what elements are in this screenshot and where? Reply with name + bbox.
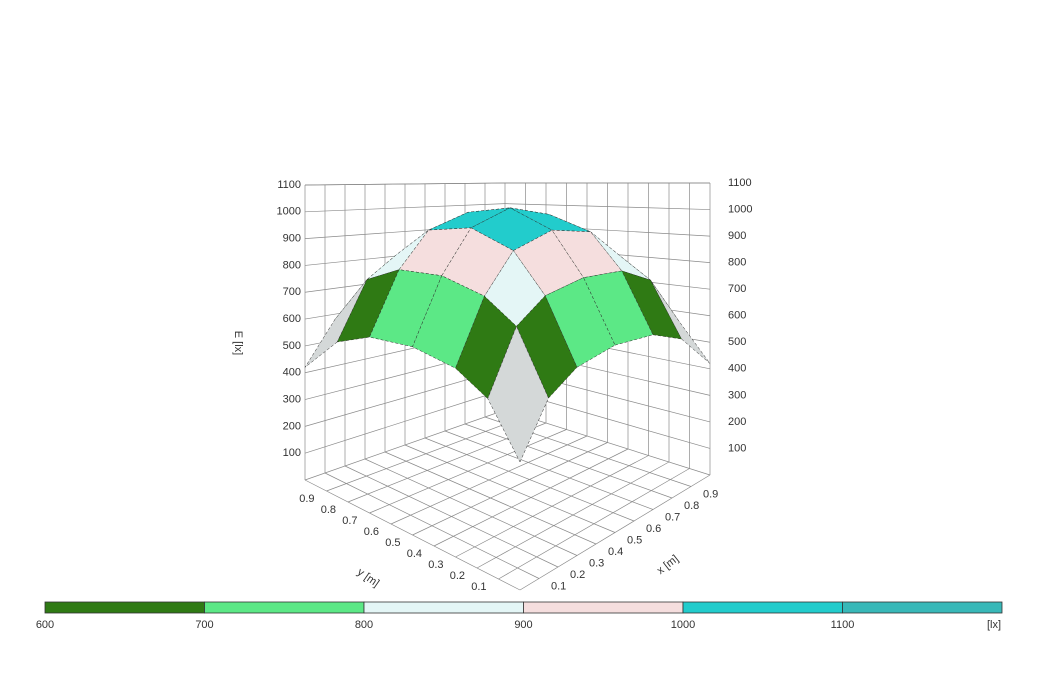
y-tick-label: 0.7 — [342, 515, 357, 527]
y-axis-label: y [m] — [355, 566, 381, 590]
colorbar-unit: [lx] — [987, 619, 1001, 631]
z-tick-label: 900 — [283, 233, 301, 245]
z-tick-label: 100 — [728, 442, 746, 454]
z-tick-label: 800 — [728, 257, 746, 269]
surface-patch — [583, 270, 654, 346]
surface-patch — [650, 279, 711, 364]
surface-patch — [516, 295, 578, 399]
x-tick-label: 0.5 — [627, 534, 642, 546]
grid-line — [433, 448, 629, 547]
z-tick-label: 100 — [283, 447, 301, 459]
colorbar-label: 1000 — [671, 619, 695, 631]
y-tick-label: 0.6 — [364, 526, 379, 538]
x-tick-label: 0.9 — [703, 488, 718, 500]
x-tick-label: 0.4 — [608, 546, 623, 558]
x-axis-label: x [m] — [655, 553, 681, 577]
z-tick-label: 1100 — [728, 177, 752, 189]
y-tick-label: 0.1 — [471, 581, 486, 593]
z-tick-label: 900 — [728, 230, 746, 242]
x-tick-label: 0.3 — [589, 557, 604, 569]
y-tick-label: 0.9 — [299, 493, 314, 505]
colorbar-segment — [523, 601, 684, 614]
surface-patch — [487, 325, 549, 463]
grid-line — [504, 203, 711, 210]
grid-line — [304, 389, 506, 454]
colorbar-segment — [204, 601, 365, 614]
colorbar-segment — [363, 601, 524, 614]
z-tick-label: 1000 — [728, 203, 752, 215]
z-tick-label: 700 — [283, 286, 301, 298]
z-tick-label: 500 — [283, 340, 301, 352]
grid-line — [304, 182, 506, 186]
z-tick-label: 1000 — [277, 206, 301, 218]
colorbar-segment — [44, 601, 205, 614]
z-tick-label: 400 — [728, 363, 746, 375]
colorbar-segment — [682, 601, 843, 614]
y-tick-label: 0.5 — [385, 537, 400, 549]
grid-line — [498, 468, 690, 580]
y-tick-label: 0.2 — [450, 570, 465, 582]
y-tick-label: 0.4 — [407, 548, 422, 560]
z-tick-label: 200 — [283, 420, 301, 432]
surface-patch — [428, 207, 511, 231]
colorbar-label: 800 — [355, 619, 373, 631]
z-tick-label: 500 — [728, 336, 746, 348]
z-tick-label: 600 — [728, 310, 746, 322]
z-tick-label: 400 — [283, 367, 301, 379]
z-tick-label: 300 — [728, 389, 746, 401]
x-tick-label: 0.1 — [551, 580, 566, 592]
z-tick-label: 200 — [728, 416, 746, 428]
colorbar-label: 700 — [195, 619, 213, 631]
x-tick-label: 0.7 — [665, 511, 680, 523]
grid-line — [390, 435, 588, 525]
z-tick-label: 800 — [283, 259, 301, 271]
colorbar-segment — [842, 601, 1003, 614]
z-tick-label: 600 — [283, 313, 301, 325]
x-tick-label: 0.8 — [684, 500, 699, 512]
grid-line — [326, 416, 526, 492]
z-tick-label: 1100 — [277, 179, 301, 191]
y-tick-label: 0.3 — [428, 559, 443, 571]
grid-line — [369, 429, 567, 514]
grid-line — [455, 455, 649, 558]
z-tick-label: 300 — [283, 393, 301, 405]
surface-patch — [336, 269, 400, 343]
z-tick-label: 700 — [728, 283, 746, 295]
colorbar-label: 1100 — [831, 619, 855, 631]
z-axis-label: E [lx] — [232, 331, 244, 355]
grid-line — [304, 203, 506, 213]
grid-line — [476, 461, 670, 569]
y-tick-label: 0.8 — [321, 504, 336, 516]
x-tick-label: 0.2 — [570, 569, 585, 581]
x-tick-label: 0.6 — [646, 523, 661, 535]
colorbar-label: 600 — [36, 619, 54, 631]
colorbar-label: 900 — [514, 619, 532, 631]
grid-line — [412, 442, 608, 536]
surface-patch — [621, 270, 682, 340]
